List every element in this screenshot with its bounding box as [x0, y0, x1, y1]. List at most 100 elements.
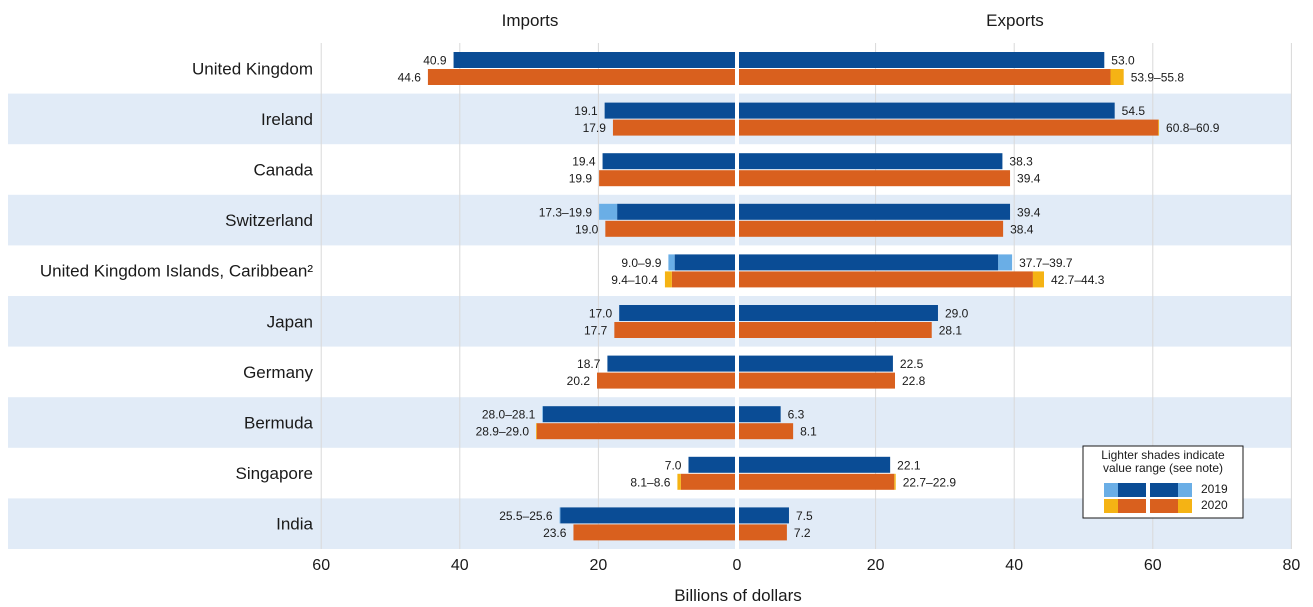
exports-value-2020: 7.2 — [794, 526, 811, 540]
x-tick-label: 60 — [312, 557, 330, 574]
exports-bar-2020 — [739, 423, 794, 440]
imports-bar-2020 — [427, 69, 735, 85]
imports-bar-2019 — [674, 254, 735, 271]
imports-value-2019: 28.0–28.1 — [482, 408, 536, 422]
imports-value-2019: 7.0 — [665, 458, 682, 472]
value-labels: 40.944.6 53.0 53.9–55.8 19.1 17.9 54.5 60.8–60… — [398, 54, 1220, 540]
imports-value-2020: 23.6 — [543, 526, 567, 540]
exports-value-2020: 28.1 — [939, 324, 963, 338]
imports-value-2020: 19.0 — [575, 222, 599, 236]
exports-value-2019: 6.3 — [788, 408, 805, 422]
legend-swatches — [1104, 483, 1192, 513]
exports-range-2019 — [998, 254, 1013, 271]
exports-bar-2019 — [739, 102, 1115, 119]
imports-value-2019: 9.0–9.9 — [621, 256, 661, 270]
row-band — [8, 194, 1291, 246]
exports-range-2020 — [894, 473, 896, 490]
exports-bar-2019 — [739, 305, 938, 321]
exports-bar-2020 — [739, 271, 1033, 288]
exports-value-2019: 22.1 — [897, 458, 921, 472]
imports-value-2019: 17.3–19.9 — [539, 205, 593, 219]
exports-bar-2019 — [739, 254, 999, 271]
category-label: Singapore — [235, 464, 313, 483]
exports-value-2019: 38.3 — [1009, 155, 1033, 169]
imports-range-2020 — [664, 271, 672, 288]
exports-value-2019: 53.0 — [1111, 54, 1135, 68]
exports-value-2020: 60.8–60.9 — [1166, 121, 1220, 135]
category-labels: United Kingdom Ireland Canada Switzerland Un… — [40, 59, 314, 533]
category-label: Ireland — [261, 110, 313, 129]
imports-bar-2019 — [453, 52, 735, 68]
imports-bar-2020 — [612, 119, 735, 136]
imports-value-2020: 9.4–10.4 — [611, 273, 658, 287]
exports-bar-2020 — [739, 170, 1011, 187]
imports-bar-2020 — [573, 524, 735, 541]
imports-value-2020: 20.2 — [567, 374, 591, 388]
imports-value-2019: 19.1 — [574, 104, 598, 118]
legend-swatch-2019 — [1150, 483, 1178, 497]
imports-value-2020: 44.6 — [398, 71, 422, 85]
row-bands — [8, 93, 1291, 549]
category-label: United Kingdom — [192, 59, 313, 78]
imports-bar-2020 — [614, 322, 735, 338]
imports-value-2020: 28.9–29.0 — [476, 425, 530, 439]
bars — [427, 43, 1160, 549]
legend-title-line2: value range (see note) — [1103, 461, 1223, 475]
legend-entry-2020: 2020 — [1201, 498, 1228, 512]
legend-title-line1: Lighter shades indicate — [1101, 448, 1225, 462]
category-label: India — [276, 515, 313, 534]
imports-value-2019: 25.5–25.6 — [499, 509, 553, 523]
exports-bar-2019 — [739, 507, 789, 524]
exports-bar-2019 — [739, 153, 1003, 170]
row-band — [8, 93, 1291, 145]
exports-bar-2020 — [739, 524, 787, 541]
legend-entry-2019: 2019 — [1201, 482, 1228, 496]
exports-value-2019: 39.4 — [1017, 205, 1041, 219]
imports-bar-2019 — [688, 456, 735, 473]
imports-value-2020: 17.9 — [583, 121, 607, 135]
imports-bar-2019 — [602, 153, 735, 170]
x-axis-label: Billions of dollars — [674, 586, 802, 605]
imports-bar-2019 — [560, 507, 735, 524]
imports-value-2019: 18.7 — [577, 357, 601, 371]
imports-range-2020 — [677, 473, 681, 490]
exports-bar-2020 — [739, 119, 1159, 136]
exports-value-2020: 8.1 — [800, 425, 817, 439]
imports-bar-2020 — [680, 473, 735, 490]
imports-value-2019: 19.4 — [572, 155, 596, 169]
imports-bar-2019 — [619, 305, 735, 321]
legend: Lighter shades indicate value range (see… — [1082, 445, 1244, 519]
x-tick-label: 40 — [451, 557, 469, 574]
imports-bar-2020 — [599, 170, 735, 187]
exports-bar-2019 — [739, 355, 893, 372]
exports-value-2019: 54.5 — [1122, 104, 1146, 118]
exports-value-2019: 22.5 — [900, 357, 924, 371]
imports-bar-2019 — [617, 203, 735, 220]
exports-value-2020: 22.8 — [902, 374, 926, 388]
x-tick-label: 60 — [1144, 557, 1162, 574]
imports-bar-2019 — [607, 355, 735, 372]
legend-swatch-2020 — [1104, 499, 1118, 513]
x-tick-label: 20 — [867, 557, 885, 574]
legend-swatch-2019 — [1178, 483, 1192, 497]
exports-range-2020 — [1032, 271, 1044, 288]
x-tick-label: 0 — [733, 557, 742, 574]
category-label: Japan — [267, 312, 313, 331]
category-label: Canada — [253, 161, 313, 180]
imports-bar-2019 — [604, 102, 735, 119]
imports-range-2019 — [599, 203, 618, 220]
exports-bar-2020 — [739, 473, 895, 490]
imports-value-2019: 40.9 — [423, 54, 447, 68]
imports-bar-2020 — [536, 423, 735, 440]
exports-bar-2019 — [739, 203, 1011, 220]
category-label: Switzerland — [225, 211, 313, 230]
legend-swatch-2020 — [1178, 499, 1192, 513]
imports-bar-2020 — [597, 372, 735, 389]
exports-value-2020: 42.7–44.3 — [1051, 273, 1105, 287]
exports-value-2019: 7.5 — [796, 509, 813, 523]
imports-value-2019: 17.0 — [589, 307, 613, 321]
exports-header: Exports — [986, 11, 1044, 30]
x-tick-label: 40 — [1005, 557, 1023, 574]
legend-swatch-2019 — [1118, 483, 1146, 497]
imports-range-2020 — [536, 423, 537, 440]
